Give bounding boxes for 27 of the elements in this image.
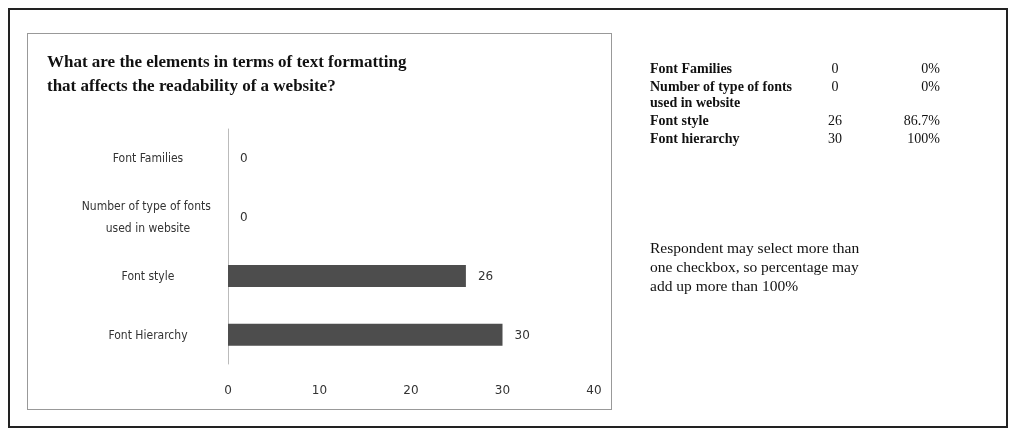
y-tick-label: Font Hierarchy [108, 327, 189, 342]
text: 0 [830, 78, 840, 96]
x-tick-label: 40 [586, 383, 602, 397]
text: 86.7% [902, 112, 940, 130]
text: Font hierarchy [650, 130, 741, 148]
y-tick-label: Font style [121, 268, 175, 283]
y-tick-label: Number of type of fonts used in website [81, 199, 215, 236]
data-label: 30 [514, 327, 530, 342]
text: 0% [920, 78, 940, 96]
x-tick-label: 0 [224, 383, 232, 397]
text: 0 [830, 60, 840, 78]
x-tick-label: 10 [311, 383, 328, 397]
data-label: 26 [477, 268, 494, 283]
text: Font Families [650, 60, 734, 78]
x-tick-label: 20 [403, 383, 419, 397]
text: 26 [827, 112, 843, 130]
y-tick-label: Font Families [112, 151, 184, 166]
data-label: 0 [240, 151, 248, 166]
text: Font style [650, 112, 710, 130]
text: 100% [906, 130, 940, 148]
data-label: 0 [240, 210, 248, 225]
text: Number of type of fonts used in website [650, 78, 794, 112]
x-tick-label: 30 [494, 383, 511, 397]
text: 0% [920, 60, 940, 78]
text: Respondent may select more than one checkbox, so percentage may add up more than 100% [650, 238, 861, 295]
text: 30 [827, 130, 843, 148]
chart-title: What are the elements in terms of text formatting that affects the readability of a website? [47, 51, 407, 95]
